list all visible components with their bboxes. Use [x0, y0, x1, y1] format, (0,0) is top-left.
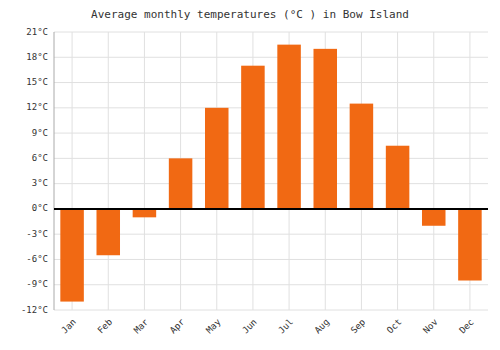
x-tick-label: Mar	[132, 316, 151, 335]
x-tick-label: May	[204, 316, 223, 335]
y-grid-line	[54, 32, 488, 33]
bar	[133, 209, 157, 217]
title: Average monthly temperatures (°C ) in Bo…	[91, 8, 409, 21]
y-grid-line	[54, 284, 488, 285]
bar	[60, 209, 84, 302]
y-tick-label: 15°C	[26, 77, 48, 87]
bar	[169, 158, 193, 209]
bar	[241, 66, 265, 209]
y-tick-label: 0°C	[32, 203, 48, 213]
y-grid-line	[54, 158, 488, 159]
chart-svg: -12°C -9°C -6°C -3°C 0°C 3°C 6°C 9°C 12°C 15°C 18°…	[0, 0, 500, 350]
y-tick-label: -12°C	[21, 305, 48, 315]
bar	[350, 104, 374, 209]
y-grid-line	[54, 107, 488, 108]
bars	[60, 45, 481, 302]
y-grid-line	[54, 208, 488, 209]
y-tick-label: 6°C	[32, 153, 48, 163]
grid	[54, 32, 488, 310]
bar	[422, 209, 446, 226]
x-tick-label: Apr	[168, 316, 187, 335]
bar	[277, 45, 301, 209]
y-tick-label: -9°C	[26, 279, 48, 289]
x-tick-label: Jun	[240, 317, 259, 336]
x-grid-line	[144, 32, 145, 310]
x-grid-line	[433, 32, 434, 310]
x-tick-label: Dec	[457, 317, 476, 336]
x-tick-label: Aug	[313, 317, 332, 336]
y-grid-line	[54, 82, 488, 83]
y-tick-label: 12°C	[26, 102, 48, 112]
bar	[386, 146, 410, 209]
x-grid-line	[108, 32, 109, 310]
y-tick-label: 21°C	[26, 27, 48, 37]
y-grid-line	[54, 259, 488, 260]
bar	[205, 108, 229, 209]
x-tick-label: Sep	[349, 317, 368, 336]
y-tick-label: 9°C	[32, 128, 48, 138]
x-tick-label: Feb	[96, 317, 115, 336]
y-axis-line	[54, 32, 55, 310]
y-tick-label: -3°C	[26, 229, 48, 239]
y-tick-label: -6°C	[26, 254, 48, 264]
y-grid-line	[54, 183, 488, 184]
bar	[458, 209, 482, 281]
bar	[96, 209, 120, 255]
x-tick-label: Nov	[421, 317, 440, 336]
zero-line	[54, 208, 488, 210]
x-tick-label: Jul	[276, 317, 295, 336]
y-tick-label: 3°C	[32, 178, 48, 188]
x-tick-label: Oct	[385, 317, 404, 336]
x-tick-label: Jan	[59, 317, 78, 336]
bar	[313, 49, 337, 209]
y-grid-line	[54, 133, 488, 134]
y-grid-line	[54, 310, 488, 311]
y-tick-label: 18°C	[26, 52, 48, 62]
y-grid-line	[54, 57, 488, 58]
chart-container: -12°C -9°C -6°C -3°C 0°C 3°C 6°C 9°C 12°C 15°C 18°…	[0, 0, 500, 350]
